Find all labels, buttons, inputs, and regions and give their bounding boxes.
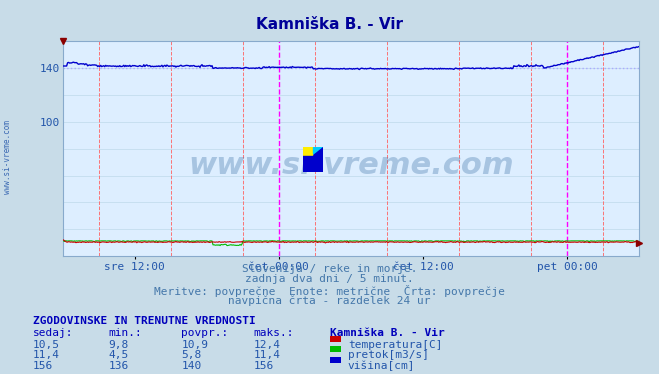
Bar [313,147,323,155]
Text: 9,8: 9,8 [109,340,129,350]
Text: 136: 136 [109,361,129,371]
Text: Meritve: povprečne  Enote: metrične  Črta: povprečje: Meritve: povprečne Enote: metrične Črta:… [154,285,505,297]
Text: min.:: min.: [109,328,142,338]
Polygon shape [313,147,323,155]
Text: zadnja dva dni / 5 minut.: zadnja dva dni / 5 minut. [245,274,414,284]
Polygon shape [303,147,313,155]
Text: 11,4: 11,4 [254,350,281,361]
Text: Kamniška B. - Vir: Kamniška B. - Vir [256,17,403,32]
Text: povpr.:: povpr.: [181,328,229,338]
Text: www.si-vreme.com: www.si-vreme.com [188,151,514,180]
Text: 5,8: 5,8 [181,350,202,361]
Text: 140: 140 [181,361,202,371]
Text: 12,4: 12,4 [254,340,281,350]
Text: 10,9: 10,9 [181,340,208,350]
Text: višina[cm]: višina[cm] [348,361,415,371]
Text: ZGODOVINSKE IN TRENUTNE VREDNOSTI: ZGODOVINSKE IN TRENUTNE VREDNOSTI [33,316,256,326]
Bar [303,155,323,172]
Text: www.si-vreme.com: www.si-vreme.com [3,120,13,194]
Text: 156: 156 [33,361,53,371]
Bar [303,147,313,155]
Text: navpična črta - razdelek 24 ur: navpična črta - razdelek 24 ur [228,295,431,306]
Text: 4,5: 4,5 [109,350,129,361]
Text: pretok[m3/s]: pretok[m3/s] [348,350,429,361]
Text: sedaj:: sedaj: [33,328,73,338]
Text: Slovenija / reke in morje.: Slovenija / reke in morje. [242,264,417,274]
Text: maks.:: maks.: [254,328,294,338]
Text: 10,5: 10,5 [33,340,60,350]
Text: Kamniška B. - Vir: Kamniška B. - Vir [330,328,444,338]
Text: temperatura[C]: temperatura[C] [348,340,442,350]
Text: 11,4: 11,4 [33,350,60,361]
Text: 156: 156 [254,361,274,371]
